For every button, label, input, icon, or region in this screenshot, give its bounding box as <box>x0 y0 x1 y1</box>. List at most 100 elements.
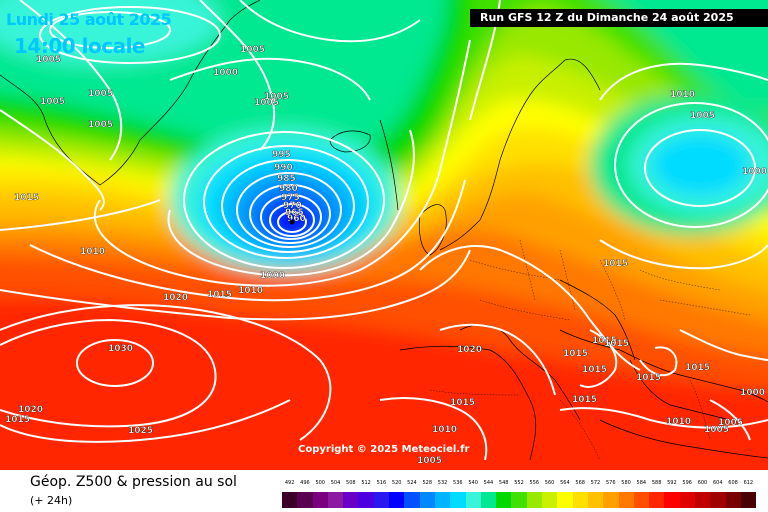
isobar-label: 1015 <box>572 395 597 405</box>
legend-swatch <box>465 492 481 508</box>
isobar-label: 1030 <box>108 344 133 354</box>
legend-swatch <box>557 492 573 508</box>
isobar-label: 985 <box>277 174 296 184</box>
legend-label: 540 <box>468 480 478 486</box>
isobar-label: 1010 <box>80 247 105 257</box>
isobar-label: 1005 <box>417 456 442 466</box>
legend-swatch <box>618 492 634 508</box>
legend-swatch <box>740 492 757 508</box>
isobar-label: 1015 <box>5 415 30 425</box>
isobar-label: 1005 <box>240 45 265 55</box>
isobar-label: 1015 <box>450 398 475 408</box>
legend-label: 504 <box>330 480 341 486</box>
legend-label: 500 <box>315 480 325 486</box>
copyright: Copyright © 2025 Meteociel.fr <box>298 444 470 455</box>
isobar-label: 1000 <box>740 388 765 398</box>
legend-swatch <box>282 492 298 508</box>
isobar-label: 1015 <box>563 349 588 359</box>
isobars <box>0 0 768 460</box>
legend-swatch <box>297 492 313 508</box>
geopotential-field <box>0 0 768 470</box>
legend-swatch <box>679 492 696 508</box>
isobar-label: 960 <box>287 214 306 224</box>
legend-label: 568 <box>575 480 585 486</box>
legend-swatch <box>526 492 543 508</box>
isobar-label: 1000 <box>213 68 238 78</box>
legend-swatch <box>695 492 711 508</box>
isobar-label: 1005 <box>36 55 61 65</box>
isobar-label: 1005 <box>40 97 65 107</box>
legend-swatch <box>450 492 466 508</box>
legend-swatch <box>572 492 588 508</box>
legend-label: 584 <box>636 480 647 486</box>
legend-label: 608 <box>728 480 738 486</box>
legend-label: 508 <box>346 480 356 486</box>
isobar-label: 1015 <box>207 290 232 300</box>
legend-swatch <box>434 492 451 508</box>
legend-label: 536 <box>453 480 463 486</box>
legend-label: 524 <box>407 480 417 486</box>
isobar-label: 1000 <box>742 167 767 177</box>
coastlines <box>0 0 768 461</box>
isobar-label: 1010 <box>432 425 457 435</box>
legend-swatch <box>343 492 359 508</box>
legend-label: 592 <box>667 480 677 486</box>
legend-swatch <box>511 492 527 508</box>
run-info: Run GFS 12 Z du Dimanche 24 août 2025 <box>470 9 768 27</box>
legend-label: 532 <box>437 480 448 486</box>
legend-labels: 492 496 500 504 508 512 516 520 524 528 532 536 540 5… <box>282 480 756 490</box>
legend-swatch <box>404 492 420 508</box>
legend-label: 544 <box>483 480 494 486</box>
legend-swatch <box>633 492 650 508</box>
isobar-label: 1015 <box>604 339 629 349</box>
isobar-label: 1010 <box>670 90 695 100</box>
legend-swatch <box>389 492 405 508</box>
legend-swatch <box>725 492 741 508</box>
isobar-label: 975 <box>281 193 300 203</box>
country-borders <box>429 239 751 461</box>
legend-label: 556 <box>529 480 540 486</box>
legend-label: 496 <box>300 480 310 486</box>
isobar-label: 1015 <box>603 259 628 269</box>
legend-swatch <box>358 492 374 508</box>
legend-swatch <box>496 492 512 508</box>
bottom-bar: Géop. Z500 & pression au sol (+ 24h) 492… <box>0 470 768 512</box>
legend-label: 600 <box>697 480 708 486</box>
isobar-label: 1005 <box>690 111 715 121</box>
isobar-label: 1015 <box>636 373 661 383</box>
isobar-label: 1010 <box>666 417 691 427</box>
legend-label: 564 <box>560 480 570 486</box>
isobar-label: 965 <box>285 208 304 218</box>
isobar-label: 1020 <box>457 345 482 355</box>
isobar-label: 980 <box>279 184 298 194</box>
legend-label: 528 <box>422 480 433 486</box>
color-legend: 492 496 500 504 508 512 516 520 524 528 532 536 540 5… <box>282 480 757 510</box>
legend-label: 596 <box>682 480 692 486</box>
legend-swatches <box>282 492 757 508</box>
legend-label: 512 <box>361 480 371 486</box>
isobar-label: 1005 <box>264 92 289 102</box>
legend-label: 548 <box>498 480 509 486</box>
isobar-label: 1005 <box>254 98 279 108</box>
legend-label: 576 <box>605 480 616 486</box>
legend-swatch <box>373 492 390 508</box>
legend-label: 580 <box>621 480 631 486</box>
low-center-marker <box>289 219 295 225</box>
legend-swatch <box>480 492 497 508</box>
isobar-label: 1000 <box>260 271 285 281</box>
isobar-label: 1015 <box>685 363 710 373</box>
legend-label: 612 <box>743 480 754 486</box>
legend-swatch <box>587 492 604 508</box>
isobar-label: 1015 <box>582 365 607 375</box>
legend-swatch <box>419 492 435 508</box>
isobar-label: 1025 <box>128 426 153 436</box>
isobar-label: 970 <box>283 201 302 211</box>
legend-label: 520 <box>391 480 402 486</box>
legend-label: 588 <box>651 480 662 486</box>
isobar-label: 1005 <box>718 418 743 428</box>
legend-swatch <box>710 492 726 508</box>
legend-swatch <box>312 492 328 508</box>
legend-label: 552 <box>514 480 524 486</box>
